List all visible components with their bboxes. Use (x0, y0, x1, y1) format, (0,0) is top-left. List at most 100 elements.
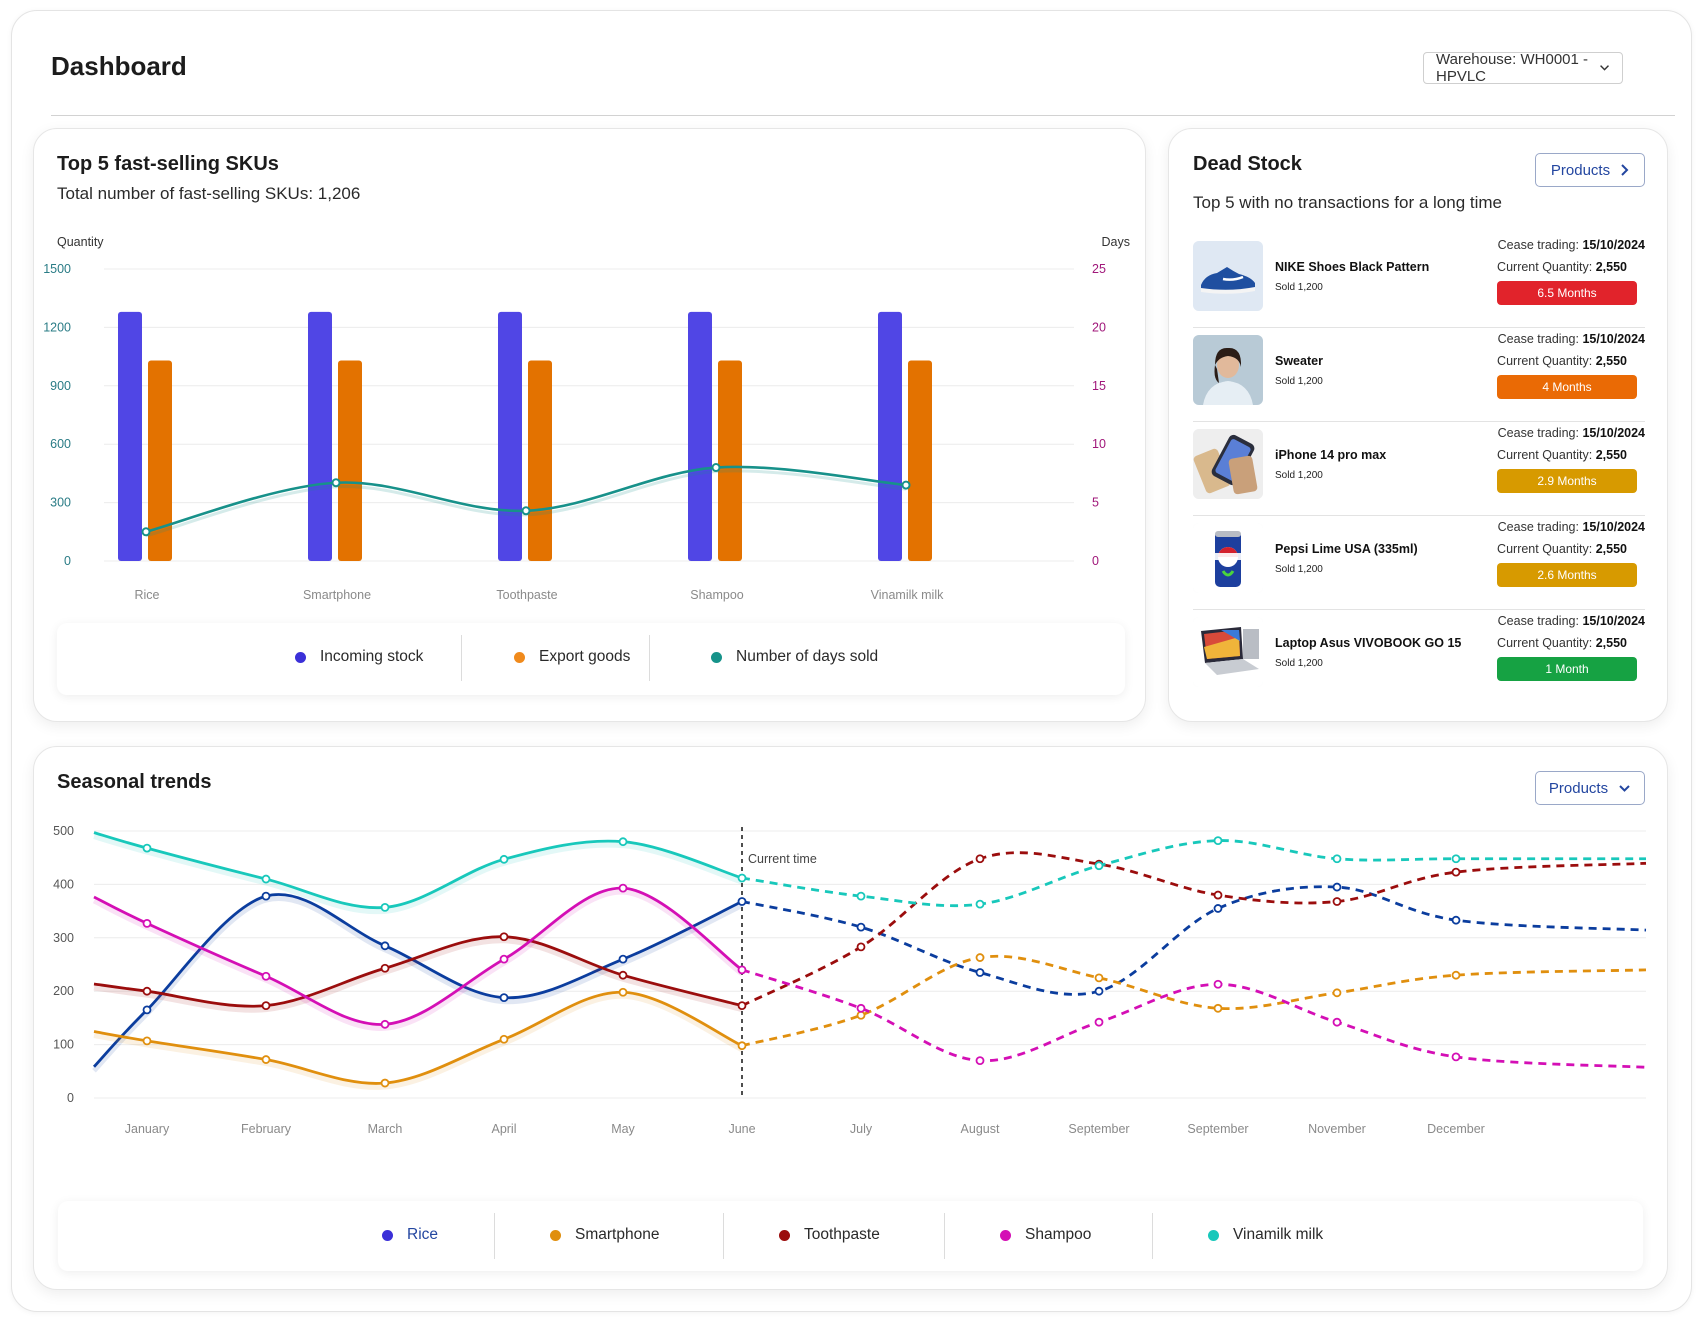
current-quantity: Current Quantity: 2,550 (1497, 448, 1627, 462)
dead-stock-item[interactable]: Laptop Asus VIVOBOOK GO 15 Sold 1,200 Ce… (1193, 610, 1645, 704)
current-quantity: Current Quantity: 2,550 (1497, 542, 1627, 556)
legend-toothpaste[interactable]: Toothpaste (779, 1226, 880, 1244)
y-tick-label: 500 (53, 824, 74, 838)
bar-export-goods (148, 360, 172, 561)
seasonal-title: Seasonal trends (57, 771, 212, 793)
qty-value: 2,550 (1595, 636, 1627, 650)
seasonal-legend: Rice Smartphone Toothpaste Shampoo Vinam… (58, 1201, 1643, 1271)
vinamilk-dot-icon (1208, 1229, 1219, 1241)
qty-label: Current Quantity: (1497, 448, 1593, 462)
y2-tick-label: 0 (1092, 554, 1099, 568)
series-point (380, 941, 390, 951)
products-button[interactable]: Products (1535, 153, 1645, 187)
products-button-label: Products (1550, 161, 1611, 179)
series-point (1451, 854, 1461, 864)
y-tick-label: 600 (50, 437, 71, 451)
rice-dot-icon (382, 1229, 393, 1241)
series-point (975, 899, 985, 909)
bar-export-goods (338, 360, 362, 561)
x-tick-label: August (961, 1122, 1000, 1136)
series-point (1332, 897, 1342, 906)
cease-label: Cease trading: (1497, 614, 1579, 628)
legend-divider (461, 635, 462, 681)
series-line-actual (93, 990, 743, 1085)
dead-stock-item[interactable]: Pepsi Lime USA (335ml) Sold 1,200 Cease … (1193, 516, 1645, 610)
product-name: Sweater (1275, 354, 1323, 368)
bar-incoming-stock (308, 311, 332, 561)
series-point (1213, 1003, 1223, 1013)
cease-label: Cease trading: (1497, 520, 1579, 534)
series-point (380, 902, 390, 912)
legend-rice[interactable]: Rice (382, 1226, 438, 1244)
series-point (737, 965, 747, 975)
series-line-forecast (741, 954, 1647, 1048)
product-sold: Sold 1,200 (1275, 470, 1323, 481)
y-axis-label: Quantity (57, 235, 104, 249)
qty-label: Current Quantity: (1497, 636, 1593, 650)
legend-label: Shampoo (1025, 1226, 1092, 1243)
warehouse-label: Warehouse: WH0001 - HPVLC (1436, 51, 1589, 85)
series-point (1213, 890, 1223, 900)
y2-tick-label: 20 (1092, 320, 1106, 334)
series-point (1094, 986, 1104, 996)
product-name: Pepsi Lime USA (335ml) (1275, 542, 1418, 556)
series-point (1094, 861, 1104, 871)
y2-tick-label: 15 (1092, 379, 1106, 393)
chevron-down-icon (1600, 65, 1609, 71)
series-point (856, 1003, 866, 1013)
dead-stock-item[interactable]: iPhone 14 pro max Sold 1,200 Cease tradi… (1193, 422, 1645, 516)
warehouse-select[interactable]: Warehouse: WH0001 - HPVLC (1423, 51, 1623, 85)
legend-export-goods[interactable]: Export goods (514, 648, 630, 666)
series-point (856, 1010, 866, 1020)
y-tick-label: 0 (67, 1091, 74, 1105)
legend-divider (1152, 1213, 1153, 1259)
seasonal-trends-card: Seasonal trends Products 0 100 200 300 400 50… (33, 746, 1668, 1290)
legend-vinamilk-milk[interactable]: Vinamilk milk (1208, 1226, 1323, 1244)
series-point (499, 854, 509, 864)
legend-shampoo[interactable]: Shampoo (1000, 1226, 1091, 1244)
series-point (856, 922, 866, 932)
series-point (499, 954, 509, 964)
legend-days-sold[interactable]: Number of days sold (711, 648, 878, 666)
series-shadow (92, 889, 744, 1031)
series-line-forecast (741, 885, 1647, 996)
chevron-down-icon (1619, 784, 1630, 792)
y2-tick-label: 25 (1092, 262, 1106, 276)
cease-trading: Cease trading: 15/10/2024 (1498, 426, 1645, 440)
qty-label: Current Quantity: (1497, 260, 1593, 274)
series-point (1451, 1052, 1461, 1062)
age-badge: 2.9 Months (1497, 469, 1637, 493)
y-tick-label: 200 (53, 984, 74, 998)
series-line-forecast (741, 851, 1647, 1007)
x-tick-label: February (241, 1122, 292, 1136)
phone-image-icon (1193, 429, 1263, 499)
series-point (975, 968, 985, 977)
series-point (737, 1041, 747, 1051)
series-point (261, 891, 271, 901)
products-dropdown[interactable]: Products (1535, 771, 1645, 805)
series-point (380, 963, 390, 973)
item-divider (1193, 609, 1645, 610)
series-point (975, 953, 985, 962)
legend-incoming-stock[interactable]: Incoming stock (295, 648, 423, 666)
cease-label: Cease trading: (1497, 238, 1579, 252)
legend-label: Vinamilk milk (1233, 1226, 1324, 1243)
dead-stock-item[interactable]: Sweater Sold 1,200 Cease trading: 15/10/… (1193, 328, 1645, 422)
x-tick-label: March (368, 1122, 403, 1136)
item-divider (1193, 327, 1645, 328)
cease-date: 15/10/2024 (1582, 520, 1645, 534)
cease-date: 15/10/2024 (1582, 614, 1645, 628)
dead-stock-item[interactable]: NIKE Shoes Black Pattern Sold 1,200 Ceas… (1193, 234, 1645, 328)
fast-selling-card: Top 5 fast-selling SKUs Total number of … (33, 128, 1146, 722)
legend-divider (723, 1213, 724, 1259)
legend-smartphone[interactable]: Smartphone (550, 1226, 659, 1244)
series-point (142, 986, 152, 996)
person-image-icon (1193, 335, 1263, 405)
series-point (261, 971, 271, 981)
qty-label: Current Quantity: (1497, 542, 1593, 556)
cease-date: 15/10/2024 (1582, 332, 1645, 346)
series-point (261, 1001, 271, 1011)
series-point (737, 897, 747, 906)
series-point (618, 954, 628, 964)
series-point (856, 891, 866, 901)
